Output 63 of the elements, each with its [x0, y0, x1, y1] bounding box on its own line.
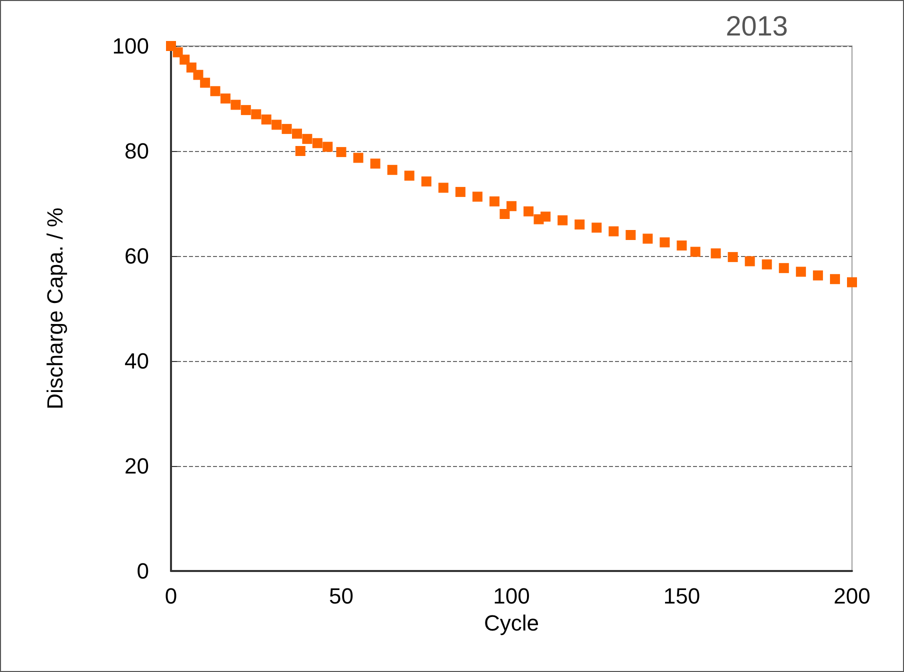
point — [506, 201, 516, 212]
point — [690, 246, 700, 257]
point — [295, 146, 306, 156]
point — [336, 147, 346, 158]
x-tick-label: 50 — [329, 584, 354, 608]
point — [251, 109, 262, 120]
point — [472, 192, 482, 202]
point — [200, 78, 210, 88]
point — [728, 252, 738, 262]
y-tick-label: 0 — [136, 558, 149, 584]
point — [676, 240, 687, 250]
point — [404, 170, 414, 181]
point — [540, 212, 551, 222]
point — [387, 164, 398, 175]
point — [812, 270, 823, 280]
chart-title: 2013 — [726, 10, 788, 42]
point — [220, 94, 230, 104]
point — [455, 186, 466, 197]
point — [312, 138, 322, 148]
y-tick-label: 80 — [124, 138, 149, 164]
point — [558, 215, 568, 226]
point — [847, 277, 857, 288]
point — [574, 220, 585, 230]
y-tick-label: 60 — [124, 244, 149, 268]
y-tick-label: 100 — [112, 34, 149, 58]
x-tick-label: 0 — [164, 584, 178, 608]
point — [438, 182, 448, 193]
point — [592, 222, 602, 233]
point — [500, 209, 510, 219]
x-tick-label: 200 — [834, 584, 870, 608]
point — [778, 263, 789, 274]
point — [762, 259, 772, 270]
point — [710, 248, 721, 258]
x-tick-label: 100 — [493, 584, 530, 608]
point — [744, 256, 755, 266]
point — [524, 206, 534, 216]
point — [193, 70, 204, 80]
point — [370, 158, 380, 169]
point — [353, 152, 364, 163]
point — [210, 86, 220, 96]
point — [830, 274, 840, 284]
point — [322, 142, 333, 152]
point — [642, 234, 653, 244]
point — [660, 237, 670, 248]
point — [608, 226, 619, 236]
y-tick-label: 20 — [124, 454, 149, 478]
point — [292, 128, 302, 139]
x-tick-label: 150 — [663, 584, 700, 608]
point — [240, 105, 251, 116]
y-axis-title: Discharge Capa. / % — [42, 208, 68, 410]
point — [261, 114, 272, 124]
point — [489, 196, 500, 206]
point — [302, 134, 312, 144]
x-axis-title: Cycle — [484, 610, 540, 636]
point — [230, 100, 241, 110]
point — [421, 176, 432, 186]
point — [282, 124, 292, 134]
point — [626, 230, 636, 240]
point — [186, 62, 196, 73]
point — [180, 54, 190, 65]
y-tick-label: 40 — [124, 348, 149, 374]
point — [796, 266, 806, 277]
point — [272, 120, 282, 130]
